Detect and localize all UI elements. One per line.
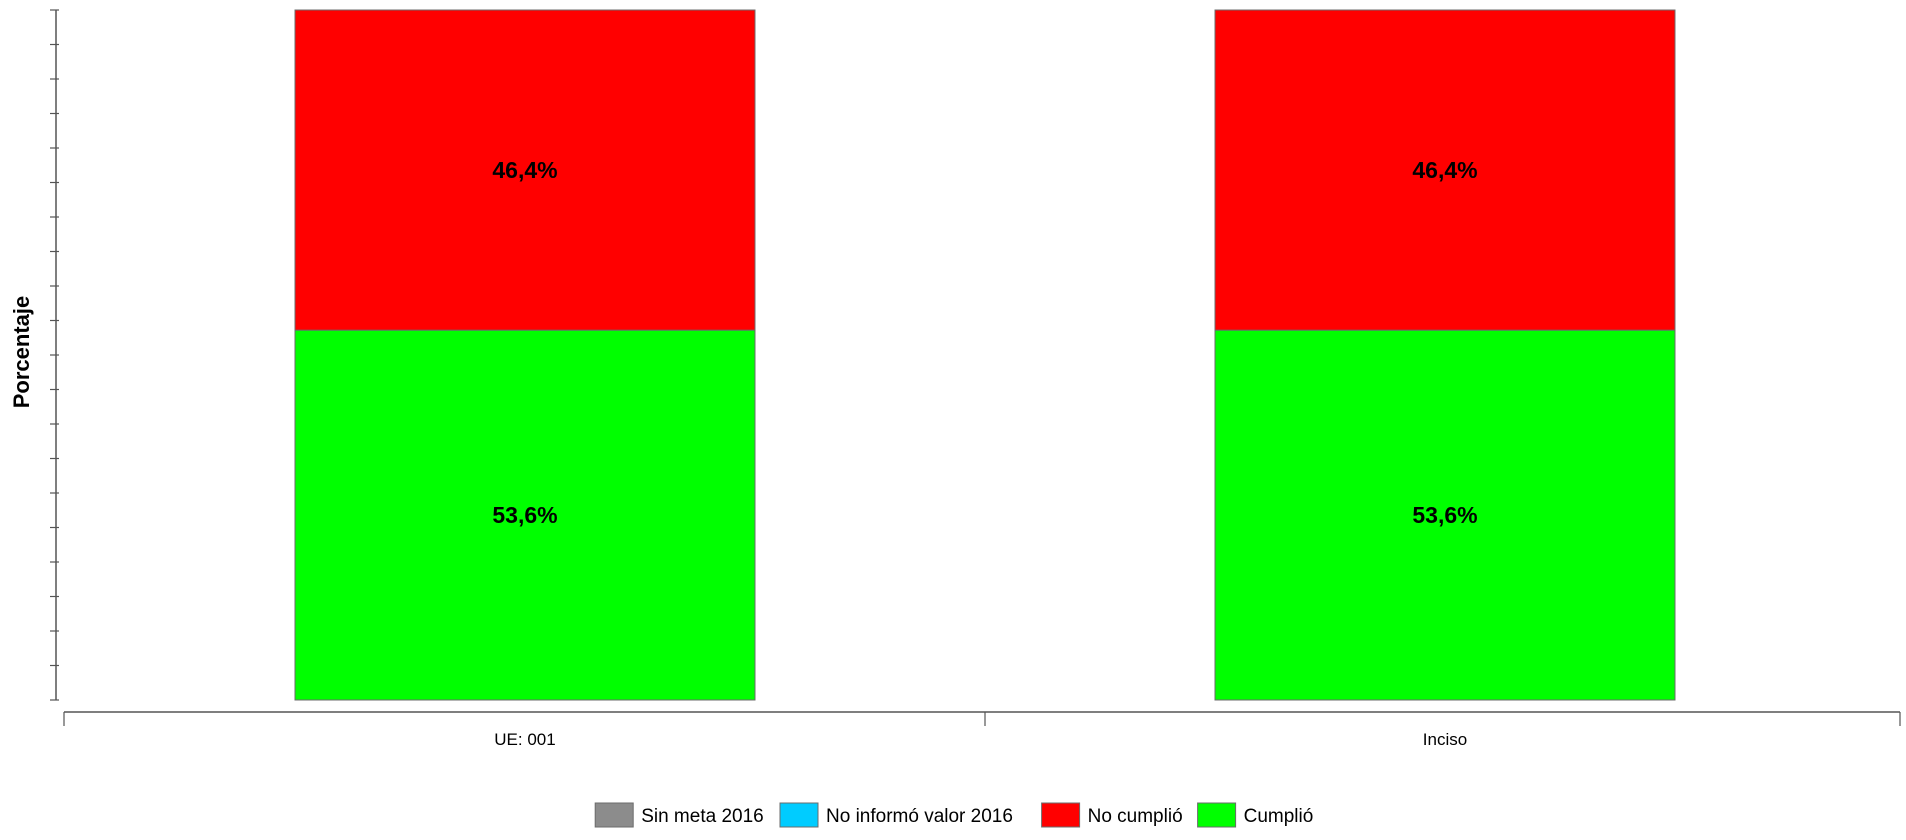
bar-no-cumpli- bbox=[294, 9, 756, 331]
legend-swatch bbox=[594, 802, 634, 828]
category-label: UE: 001 bbox=[494, 730, 555, 749]
legend-swatch bbox=[1197, 802, 1237, 828]
legend-label: Cumplió bbox=[1244, 806, 1314, 827]
data-label: 53,6% bbox=[1412, 502, 1477, 528]
legend-label: Sin meta 2016 bbox=[641, 806, 764, 827]
legend: Sin meta 2016 No informó valor 2016 No cum… bbox=[594, 802, 1314, 828]
legend-label: No cumplió bbox=[1088, 806, 1183, 827]
legend-swatch bbox=[1041, 802, 1081, 828]
data-label: 46,4% bbox=[492, 157, 557, 183]
axes bbox=[50, 9, 1901, 726]
bar-cumpli- bbox=[294, 329, 756, 701]
bars: 53,6% 46,4% 53,6% 46,4% bbox=[294, 9, 1676, 701]
legend-label: No informó valor 2016 bbox=[826, 806, 1013, 827]
y-axis-label: Porcentaje bbox=[9, 296, 34, 409]
category-labels: UE: 001 Inciso bbox=[494, 730, 1467, 749]
category-label: Inciso bbox=[1423, 730, 1467, 749]
data-label: 46,4% bbox=[1412, 157, 1477, 183]
legend-swatch bbox=[779, 802, 819, 828]
data-label: 53,6% bbox=[492, 502, 557, 528]
bar-cumpli- bbox=[1214, 329, 1676, 701]
bar-no-cumpli- bbox=[1214, 9, 1676, 331]
